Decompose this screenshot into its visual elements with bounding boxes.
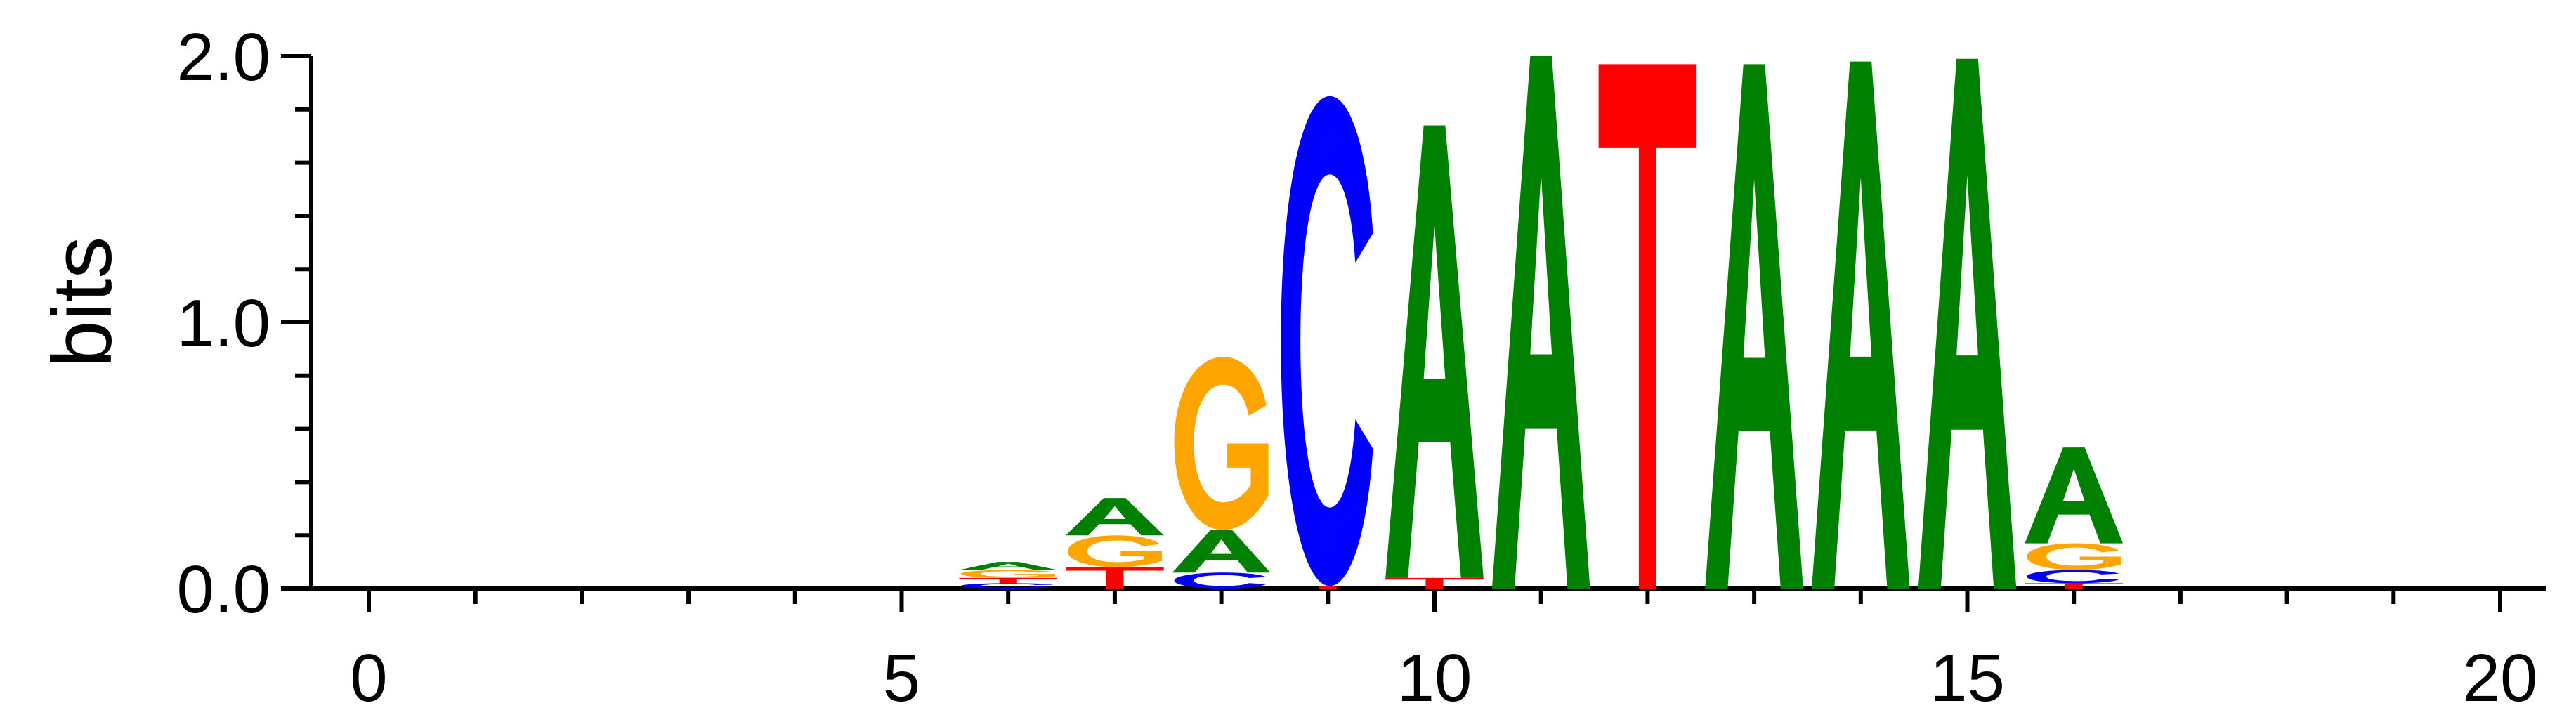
- y-ticks: 0.0 1.0 2.0: [177, 20, 311, 627]
- letter-A-pos-8: [1172, 530, 1271, 573]
- x-tick-label: 15: [1930, 641, 2005, 716]
- letter-G-pos-7: [1067, 535, 1162, 567]
- y-tick-label: 0.0: [177, 552, 270, 627]
- y-tick-label: 1.0: [177, 286, 270, 361]
- letter-T-pos-7: [1066, 567, 1164, 589]
- letter-A-pos-15: [1918, 58, 2017, 589]
- letter-C-pos-9: [1281, 96, 1373, 586]
- letter-G-pos-6: [961, 570, 1056, 578]
- letter-C-pos-8: [1174, 572, 1267, 589]
- letter-A-pos-11: [1491, 56, 1590, 589]
- letter-A-pos-10: [1385, 125, 1484, 578]
- letter-C-pos-6: [961, 583, 1054, 589]
- x-tick-label: 5: [883, 641, 920, 716]
- letter-A-pos-6: [959, 562, 1057, 570]
- letter-T-pos-12: [1598, 64, 1697, 589]
- x-tick-label: 0: [350, 641, 387, 716]
- letter-A-pos-16: [2025, 447, 2123, 544]
- letter-A-pos-7: [1066, 498, 1164, 536]
- x-tick-label: 10: [1397, 641, 1472, 716]
- letter-A-pos-13: [1705, 64, 1803, 589]
- letter-T-pos-6: [959, 577, 1057, 584]
- y-axis-label: bits: [35, 237, 129, 368]
- letter-G-pos-16: [2027, 543, 2121, 570]
- x-ticks: 0 5 10 15 20: [350, 589, 2537, 716]
- letter-A-pos-14: [1812, 61, 1910, 589]
- letter-C-pos-16: [2027, 570, 2119, 584]
- y-tick-label: 2.0: [177, 20, 270, 95]
- x-tick-label: 20: [2463, 641, 2538, 716]
- logo-letters: [959, 56, 2123, 589]
- letter-G-pos-8: [1174, 357, 1269, 530]
